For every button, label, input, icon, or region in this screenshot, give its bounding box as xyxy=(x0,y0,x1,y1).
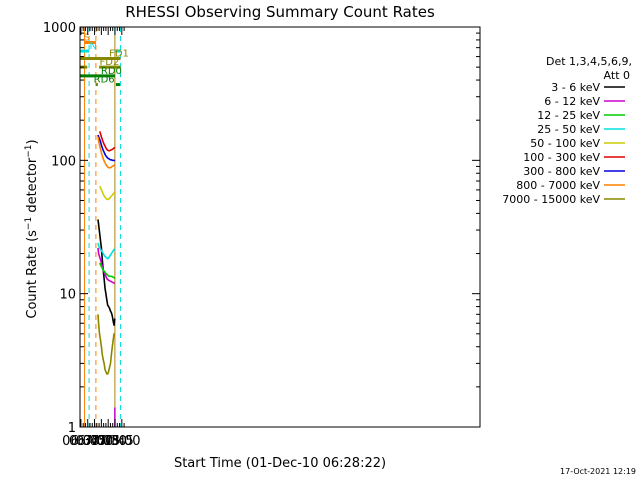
y-axis-label-part-1: −1 xyxy=(24,217,34,230)
x-tick-label-0: 06:30 xyxy=(62,434,99,449)
legend-label-2: 12 - 25 keV xyxy=(537,109,600,122)
y-tick-labels: 1 10 100 1000 xyxy=(43,21,76,436)
x-tick-label-3: 07:15 xyxy=(83,434,120,449)
chart-title: RHESSI Observing Summary Count Rates xyxy=(125,3,435,21)
y-tick-label-3: 1000 xyxy=(43,21,76,36)
series-line-2 xyxy=(99,262,116,279)
axes xyxy=(79,26,481,428)
series-line-0 xyxy=(97,219,116,326)
x-tick-label-1: 06:45 xyxy=(69,434,106,449)
flag-label-rd0: RD0 xyxy=(101,66,122,77)
legend-label-3: 25 - 50 keV xyxy=(537,123,600,136)
legend-label-1: 6 - 12 keV xyxy=(544,95,600,108)
attenuator-label: Att 0 xyxy=(604,69,630,82)
series-lines xyxy=(97,131,116,427)
flag-label-rd6: RD6 xyxy=(94,75,115,86)
plot-frame xyxy=(79,26,481,428)
flag-label-fd2: FD2 xyxy=(100,57,120,68)
series-line-3 xyxy=(97,242,116,260)
y-axis-label-part-4: ) xyxy=(25,139,40,144)
x-tick-label-2: 07:00 xyxy=(76,434,113,449)
legend-label-7: 800 - 7000 keV xyxy=(516,179,600,192)
legend-label-5: 100 - 300 keV xyxy=(523,151,600,164)
x-tick-label-5: 07:45 xyxy=(96,434,133,449)
y-axis-label-part-0: Count Rate (s xyxy=(25,230,40,319)
flag-label-n: N xyxy=(90,41,97,52)
y-tick-label-2: 100 xyxy=(51,154,76,169)
y-axis-label-part-2: detector xyxy=(25,157,40,217)
vertical-markers xyxy=(79,27,121,427)
x-tick-label-4: 07:30 xyxy=(89,434,126,449)
y-tick-label-1: 10 xyxy=(59,288,76,303)
y-axis-label-part-3: −1 xyxy=(24,144,34,157)
x-tick-label-6: 08:00 xyxy=(103,434,140,449)
detectors-label: Det 1,3,4,5,6,9, xyxy=(546,55,632,68)
flag-label-fd1: FD1 xyxy=(109,49,129,60)
series-line-5 xyxy=(99,131,116,152)
legend-label-0: 3 - 6 keV xyxy=(551,81,600,94)
y-tick-label-0: 1 xyxy=(68,421,76,436)
series-line-6 xyxy=(97,134,116,162)
series-line-4 xyxy=(99,185,115,201)
y-axis-label: Count Rate (s−1 detector−1) xyxy=(24,139,40,318)
legend-label-8: 7000 - 15000 keV xyxy=(502,193,600,206)
series-line-1 xyxy=(97,247,115,284)
x-axis-label: Start Time (01-Dec-10 06:28:22) xyxy=(174,456,386,471)
legend-label-4: 50 - 100 keV xyxy=(530,137,600,150)
flag-label-s: S xyxy=(84,33,90,44)
legend-label-6: 300 - 800 keV xyxy=(523,165,600,178)
footer-date: 17-Oct-2021 12:19 xyxy=(560,467,636,476)
series-line-8 xyxy=(97,314,115,375)
series-line-7 xyxy=(97,136,115,169)
